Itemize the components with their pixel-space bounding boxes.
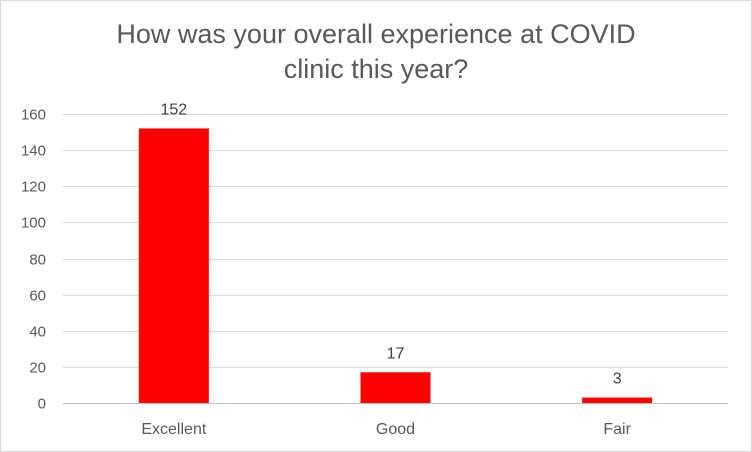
x-category-label: Good — [376, 421, 415, 438]
y-axis-ticks: 0 20 40 60 80 100 120 140 160 — [21, 107, 46, 413]
x-category-label: Fair — [603, 421, 631, 438]
bar-good — [360, 372, 431, 403]
chart-title: How was your overall experience at COVID… — [1, 17, 751, 87]
data-label: 3 — [613, 371, 622, 388]
x-axis-categories: Excellent Good Fair — [141, 421, 631, 438]
x-category-label: Excellent — [141, 421, 206, 438]
bar-excellent — [138, 128, 209, 403]
bars — [138, 128, 653, 403]
data-label: 17 — [387, 345, 405, 362]
data-labels: 152 17 3 — [160, 101, 621, 387]
y-tick-label: 40 — [29, 324, 46, 341]
y-tick-label: 120 — [21, 179, 46, 196]
y-tick-label: 80 — [29, 252, 46, 269]
chart-title-line-2: clinic this year? — [283, 54, 469, 84]
data-label: 152 — [160, 101, 187, 118]
bar-fair — [582, 397, 653, 403]
y-tick-label: 160 — [21, 107, 46, 124]
y-tick-label: 100 — [21, 215, 46, 232]
y-tick-label: 20 — [29, 360, 46, 377]
y-tick-label: 140 — [21, 143, 46, 160]
y-tick-label: 60 — [29, 288, 46, 305]
chart-title-line-1: How was your overall experience at COVID — [116, 19, 636, 49]
y-tick-label: 0 — [38, 396, 46, 413]
